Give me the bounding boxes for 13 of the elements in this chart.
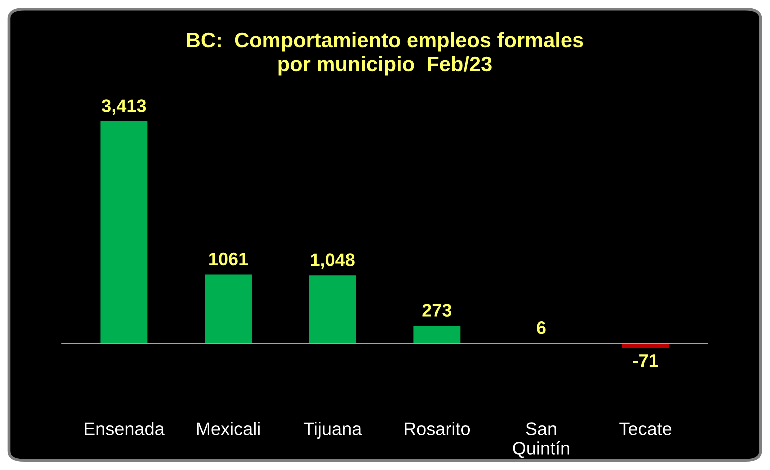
x-tick-label: Mexicali [197, 422, 260, 436]
data-label: 1061 [210, 252, 248, 266]
data-label: 6 [537, 322, 546, 334]
x-tick-label: Tecate [620, 422, 672, 436]
data-label: -71 [633, 354, 658, 368]
data-label: 273 [422, 304, 452, 317]
x-tick-label: San Quintín [513, 422, 570, 458]
x-tick-label: Ensenada [85, 422, 165, 436]
chart-title: BC: Comportamiento empleos formales por municipio Feb/23 [187, 32, 584, 76]
x-tick-label: Rosarito [405, 422, 470, 436]
data-label: 3,413 [102, 100, 146, 116]
x-tick-label: Tijuana [304, 422, 362, 439]
data-label: 1,048 [311, 254, 355, 270]
